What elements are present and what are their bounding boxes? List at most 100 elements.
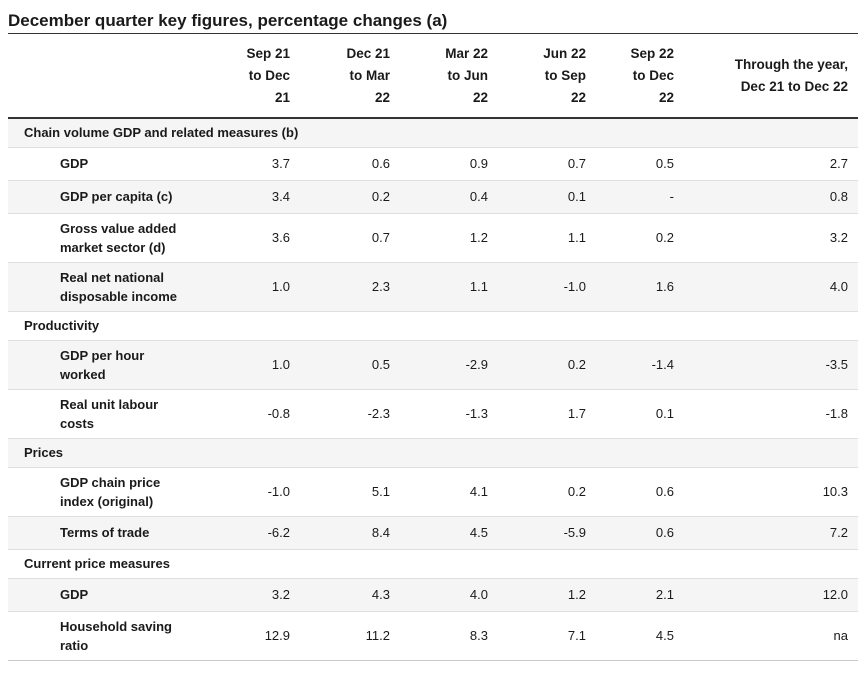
value-cell: 3.6 [240, 213, 290, 263]
value-cell: 0.5 [290, 340, 390, 390]
page-title: December quarter key figures, percentage… [8, 11, 448, 30]
value-cell: 5.1 [290, 467, 390, 517]
value-cell: 0.5 [586, 147, 674, 181]
row-label: Gross value added market sector (d) [8, 213, 240, 263]
value-cell: -1.8 [674, 389, 858, 439]
value-cell: - [586, 180, 674, 214]
value-cell: 7.2 [674, 516, 858, 550]
row-label: GDP [8, 147, 240, 181]
value-cell: 2.3 [290, 262, 390, 312]
figures-table: Sep 21 to Dec 21 Dec 21 to Mar 22 Mar 22… [8, 33, 858, 661]
value-cell: 3.4 [240, 180, 290, 214]
section-row-prices: Prices [8, 438, 858, 468]
value-cell: 0.6 [290, 147, 390, 181]
table-row-gdp-per-hour-worked: GDP per hour worked 1.0 0.5 -2.9 0.2 -1.… [8, 340, 858, 390]
value-cell: 0.1 [586, 389, 674, 439]
value-cell: -0.8 [240, 389, 290, 439]
value-cell: 1.0 [240, 262, 290, 312]
table-header: Sep 21 to Dec 21 Dec 21 to Mar 22 Mar 22… [8, 33, 858, 119]
value-cell: 1.1 [488, 213, 586, 263]
value-cell: 0.4 [390, 180, 488, 214]
value-cell: 8.4 [290, 516, 390, 550]
column-header-through-the-year: Through the year, Dec 21 to Dec 22 [674, 33, 858, 119]
value-cell: 0.2 [586, 213, 674, 263]
value-cell: 1.0 [240, 340, 290, 390]
value-cell: 0.6 [586, 516, 674, 550]
table-row-real-net-national-disposable-income: Real net national disposable income 1.0 … [8, 262, 858, 312]
table-row-terms-of-trade: Terms of trade -6.2 8.4 4.5 -5.9 0.6 7.2 [8, 516, 858, 550]
value-cell: 4.0 [674, 262, 858, 312]
row-label: GDP per capita (c) [8, 180, 240, 214]
table-row-gross-value-added: Gross value added market sector (d) 3.6 … [8, 213, 858, 263]
value-cell: 1.7 [488, 389, 586, 439]
value-cell: 0.7 [488, 147, 586, 181]
value-cell: -2.3 [290, 389, 390, 439]
value-cell: 0.7 [290, 213, 390, 263]
value-cell: -1.0 [488, 262, 586, 312]
corner-cell [8, 33, 240, 119]
section-label: Productivity [8, 311, 858, 341]
value-cell: 10.3 [674, 467, 858, 517]
row-label: GDP per hour worked [8, 340, 240, 390]
value-cell: -3.5 [674, 340, 858, 390]
row-label: Real net national disposable income [8, 262, 240, 312]
value-cell: 8.3 [390, 611, 488, 661]
value-cell: 0.2 [488, 467, 586, 517]
section-row-current-price-measures: Current price measures [8, 549, 858, 579]
value-cell: 12.0 [674, 578, 858, 612]
column-header-dec21-mar22: Dec 21 to Mar 22 [290, 33, 390, 119]
value-cell: 1.2 [488, 578, 586, 612]
table-row-gdp-per-capita: GDP per capita (c) 3.4 0.2 0.4 0.1 - 0.8 [8, 180, 858, 214]
row-label: Real unit labour costs [8, 389, 240, 439]
row-label: GDP chain price index (original) [8, 467, 240, 517]
table-row-gdp: GDP 3.7 0.6 0.9 0.7 0.5 2.7 [8, 147, 858, 181]
content-area: December quarter key figures, percentage… [8, 11, 858, 661]
value-cell: 3.2 [674, 213, 858, 263]
value-cell: 0.2 [290, 180, 390, 214]
value-cell: -5.9 [488, 516, 586, 550]
value-cell: 1.1 [390, 262, 488, 312]
value-cell: 4.3 [290, 578, 390, 612]
value-cell: 3.7 [240, 147, 290, 181]
value-cell: 7.1 [488, 611, 586, 661]
value-cell: 4.0 [390, 578, 488, 612]
row-label: Household saving ratio [8, 611, 240, 661]
value-cell: 2.7 [674, 147, 858, 181]
section-label: Current price measures [8, 549, 858, 579]
table-row-household-saving-ratio: Household saving ratio 12.9 11.2 8.3 7.1… [8, 611, 858, 661]
column-header-mar22-jun22: Mar 22 to Jun 22 [390, 33, 488, 119]
row-label: Terms of trade [8, 516, 240, 550]
value-cell: 4.1 [390, 467, 488, 517]
value-cell: 2.1 [586, 578, 674, 612]
row-label: GDP [8, 578, 240, 612]
table-body: Chain volume GDP and related measures (b… [8, 118, 858, 661]
value-cell: 0.6 [586, 467, 674, 517]
value-cell: 0.8 [674, 180, 858, 214]
value-cell: 1.6 [586, 262, 674, 312]
section-label: Prices [8, 438, 858, 468]
section-row-chain-volume-gdp: Chain volume GDP and related measures (b… [8, 118, 858, 148]
value-cell: 1.2 [390, 213, 488, 263]
value-cell: 3.2 [240, 578, 290, 612]
value-cell: 4.5 [390, 516, 488, 550]
column-header-jun22-sep22: Jun 22 to Sep 22 [488, 33, 586, 119]
value-cell: na [674, 611, 858, 661]
section-row-productivity: Productivity [8, 311, 858, 341]
value-cell: -1.4 [586, 340, 674, 390]
value-cell: -1.0 [240, 467, 290, 517]
value-cell: 11.2 [290, 611, 390, 661]
value-cell: 0.1 [488, 180, 586, 214]
table-row-gdp-current-price: GDP 3.2 4.3 4.0 1.2 2.1 12.0 [8, 578, 858, 612]
value-cell: 4.5 [586, 611, 674, 661]
section-label: Chain volume GDP and related measures (b… [8, 118, 858, 148]
table-row-real-unit-labour-costs: Real unit labour costs -0.8 -2.3 -1.3 1.… [8, 389, 858, 439]
column-header-sep21-dec21: Sep 21 to Dec 21 [240, 33, 290, 119]
value-cell: 0.9 [390, 147, 488, 181]
value-cell: 0.2 [488, 340, 586, 390]
value-cell: -1.3 [390, 389, 488, 439]
value-cell: -2.9 [390, 340, 488, 390]
value-cell: -6.2 [240, 516, 290, 550]
value-cell: 12.9 [240, 611, 290, 661]
table-row-gdp-chain-price-index: GDP chain price index (original) -1.0 5.… [8, 467, 858, 517]
column-header-sep22-dec22: Sep 22 to Dec 22 [586, 33, 674, 119]
